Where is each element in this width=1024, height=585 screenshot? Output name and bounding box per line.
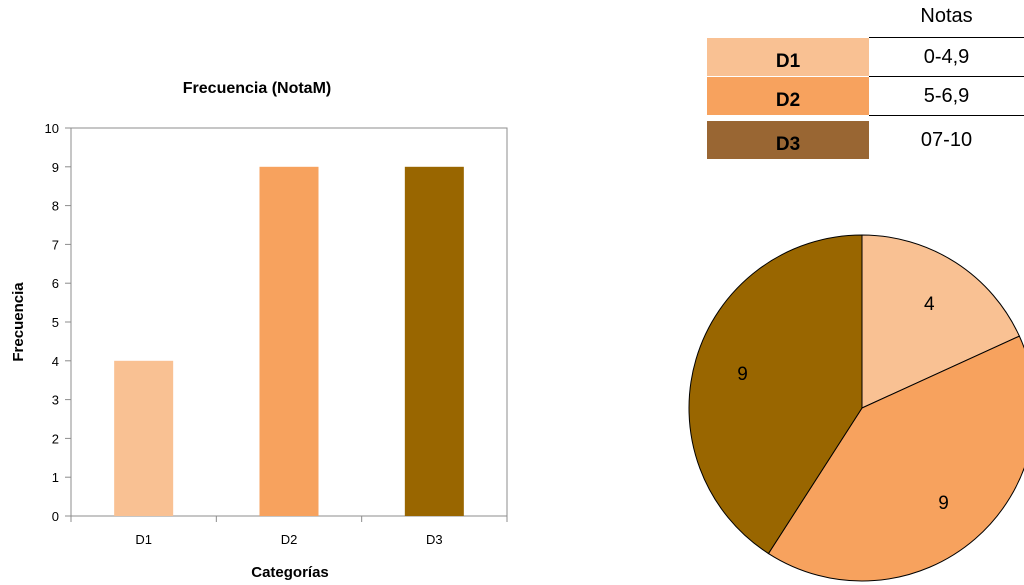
pie-slice-d3 [688,234,863,555]
bar-d2 [259,166,319,517]
y-tick-label: 8 [52,199,59,214]
legend-range: 0-4,9 [923,45,970,68]
x-axis-label: Categorías [251,564,329,581]
y-tick-label: 3 [52,393,59,408]
legend-range: 5-6,9 [923,84,970,107]
y-tick-label: 4 [52,354,59,369]
y-tick-label: 1 [52,470,59,485]
y-tick-label: 6 [52,276,59,291]
pie-data-label: 9 [737,364,748,385]
table-rule [869,76,1024,77]
y-tick-label: 0 [52,509,59,524]
legend-swatch-d2: D2 [707,77,869,115]
y-axis-label: Frecuencia [10,282,27,362]
x-tick-label: D3 [426,532,443,547]
legend-label: D2 [775,90,801,111]
legend-label: D3 [775,134,801,155]
y-tick-label: 5 [52,315,59,330]
bar-chart-title: Frecuencia (NotaM) [183,80,331,97]
y-tick-label: 9 [52,160,59,175]
table-row: D1 0-4,9 [707,38,1024,76]
y-axis: 0 1 2 3 4 5 6 7 8 9 10 [45,121,71,524]
bar-d1 [114,360,174,516]
legend-range: 07-10 [920,128,973,151]
table-rule [869,37,1024,38]
bars [114,166,464,517]
pie-slice-d2 [767,335,1024,582]
x-axis: D1 D2 D3 [70,516,508,547]
legend-swatch-d1: D1 [707,38,869,76]
table-rule [869,115,1024,116]
x-tick-label: D2 [281,532,298,547]
legend-swatch-d3: D3 [707,121,869,159]
table-row: D3 07-10 [707,121,1024,159]
x-tick-label: D1 [135,532,152,547]
pie-slice-d1 [861,234,1021,409]
y-tick-label: 2 [52,431,59,446]
legend-header: Notas [920,5,973,27]
y-tick-label: 7 [52,237,59,252]
pie-data-label: 4 [924,294,935,315]
legend-label: D1 [775,51,801,72]
pie-data-label: 9 [938,493,949,514]
table-row: D2 5-6,9 [707,77,1024,115]
bar-d3 [404,166,464,517]
y-tick-label: 10 [45,121,59,136]
